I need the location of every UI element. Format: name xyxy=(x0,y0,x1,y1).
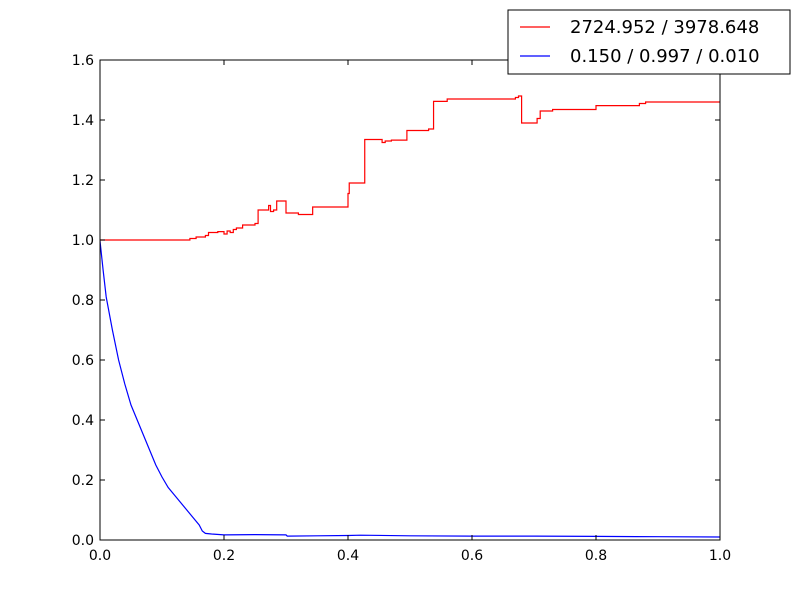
ticks-layer: 0.0 0.2 0.4 0.6 0.8 1.0 0.0 0.2 0.4 0.6 0.8 1.0 1.2 1… xyxy=(72,53,731,564)
series-line-0 xyxy=(100,95,720,241)
y-tick-label: 0.2 xyxy=(72,473,94,489)
x-tick-label: 0.6 xyxy=(461,548,483,564)
y-tick-label: 1.4 xyxy=(72,113,94,129)
legend-label-1: 0.150 / 0.997 / 0.010 xyxy=(570,46,760,67)
y-tick-label: 1.0 xyxy=(72,233,94,249)
legend-box xyxy=(507,9,791,75)
series-layer xyxy=(100,95,720,538)
legend-label-0: 2724.952 / 3978.648 xyxy=(570,17,759,38)
x-tick-label: 0.4 xyxy=(337,548,359,564)
y-tick-label: 1.2 xyxy=(72,173,94,189)
x-tick-label: 0.8 xyxy=(585,548,607,564)
y-tick-label: 0.4 xyxy=(72,413,94,429)
y-tick-label: 0.6 xyxy=(72,353,94,369)
series-line-1 xyxy=(100,240,720,538)
x-tick-label: 0.0 xyxy=(89,548,111,564)
y-tick-label: 0.8 xyxy=(72,293,94,309)
x-tick-label: 1.0 xyxy=(709,548,731,564)
legend: 2724.952 / 3978.648 0.150 / 0.997 / 0.01… xyxy=(507,9,791,75)
x-tick-label: 0.2 xyxy=(213,548,235,564)
y-tick-label: 0.0 xyxy=(72,533,94,549)
y-tick-label: 1.6 xyxy=(72,53,94,69)
plot-frame xyxy=(99,59,721,541)
